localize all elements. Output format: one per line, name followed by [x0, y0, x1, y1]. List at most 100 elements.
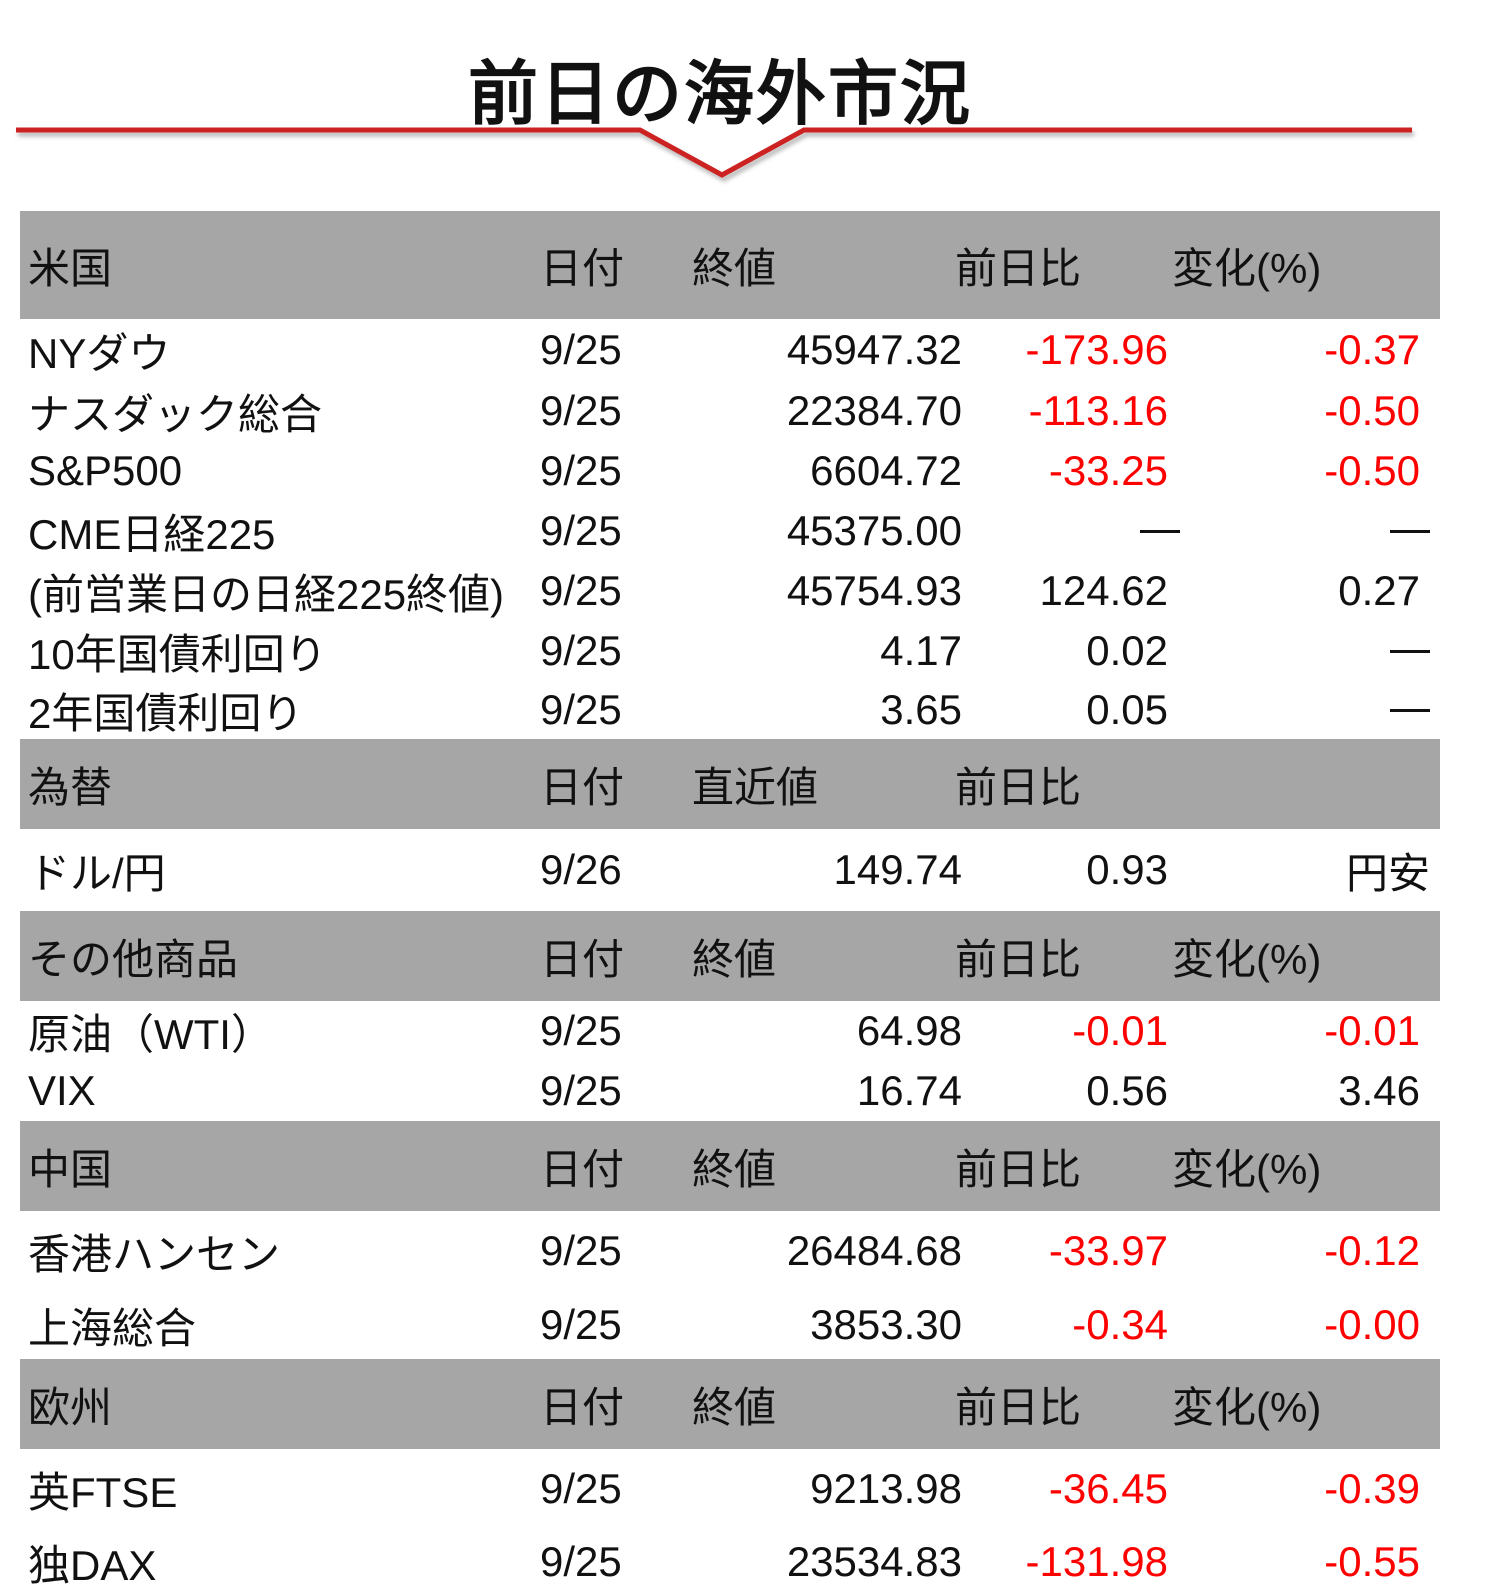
section-header: 欧州 日付 終値 前日比 変化(%)	[20, 1359, 1440, 1449]
section-name: 中国	[28, 1145, 113, 1193]
col-pct-header: 変化(%)	[1172, 1145, 1322, 1193]
row-value: 45375.00	[786, 507, 962, 554]
table-row: 2年国債利回り 9/25 3.65 0.05	[20, 681, 1440, 739]
row-value: 16.74	[856, 1067, 962, 1114]
row-name: (前営業日の日経225終値)	[28, 570, 505, 618]
row-change: 0.93	[1086, 846, 1168, 893]
row-pct: -0.50	[1324, 447, 1420, 494]
col-change-header: 前日比	[955, 244, 1082, 292]
row-pct: -0.50	[1324, 387, 1420, 434]
row-date: 9/25	[540, 627, 622, 674]
table-row: 原油（WTI） 9/25 64.98 -0.01 -0.01	[20, 1001, 1440, 1061]
row-date: 9/25	[540, 447, 622, 494]
row-value: 4.17	[880, 627, 962, 674]
row-change: 0.56	[1086, 1067, 1168, 1114]
row-name: NYダウ	[28, 329, 171, 377]
col-change-header: 前日比	[955, 935, 1082, 983]
dash-mark	[1390, 529, 1430, 533]
table-row: 10年国債利回り 9/25 4.17 0.02	[20, 621, 1440, 681]
dash-mark	[1140, 529, 1180, 533]
row-pct	[1390, 681, 1430, 739]
col-change-header: 前日比	[955, 1383, 1082, 1431]
section-name: その他商品	[28, 935, 239, 983]
table-row: 独DAX 9/25 23534.83 -131.98 -0.55	[20, 1529, 1440, 1595]
row-pct: 3.46	[1338, 1067, 1420, 1114]
row-name: 英FTSE	[28, 1468, 178, 1516]
table-row: 上海総合 9/25 3853.30 -0.34 -0.00	[20, 1291, 1440, 1359]
row-change: -113.16	[1028, 387, 1168, 434]
row-date: 9/25	[540, 1067, 622, 1114]
row-pct: -0.39	[1324, 1465, 1420, 1512]
section-name: 欧州	[28, 1383, 113, 1431]
col-change-header: 前日比	[955, 1145, 1082, 1193]
row-name: ドル/円	[28, 849, 166, 897]
col-value-header: 終値	[692, 1383, 777, 1431]
col-date-header: 日付	[540, 763, 625, 811]
row-name: CME日経225	[28, 510, 276, 558]
row-change: -131.98	[1025, 1538, 1168, 1585]
row-pct: -0.37	[1324, 326, 1420, 373]
row-pct: -0.55	[1324, 1538, 1420, 1585]
row-date: 9/25	[540, 1465, 622, 1512]
row-change: -36.45	[1048, 1465, 1168, 1512]
dash-mark	[1390, 708, 1430, 712]
row-date: 9/25	[540, 567, 622, 614]
row-pct: -0.00	[1324, 1301, 1420, 1348]
row-value: 3853.30	[810, 1301, 962, 1348]
row-pct: -0.01	[1324, 1007, 1420, 1054]
row-date: 9/25	[540, 686, 622, 733]
market-table: 米国 日付 終値 前日比 変化(%) NYダウ 9/25 45947.32 -173.96 -0.…	[20, 211, 1440, 1595]
row-change: -173.96	[1025, 326, 1168, 373]
row-value: 64.98	[856, 1007, 962, 1054]
section-name: 米国	[28, 244, 113, 292]
row-name: 原油（WTI）	[28, 1010, 273, 1058]
row-name: 独DAX	[28, 1541, 157, 1589]
table-row: ナスダック総合 9/25 22384.70 -113.16 -0.50	[20, 381, 1440, 441]
table-row: S&P500 9/25 6604.72 -33.25 -0.50	[20, 441, 1440, 501]
col-value-header: 直近値	[692, 763, 819, 811]
row-value: 45947.32	[786, 326, 962, 373]
row-date: 9/25	[540, 1227, 622, 1274]
row-name: ナスダック総合	[28, 390, 323, 438]
row-pct: 円安	[1345, 849, 1430, 897]
row-date: 9/25	[540, 387, 622, 434]
row-date: 9/25	[540, 1301, 622, 1348]
page-title: 前日の海外市況	[468, 53, 972, 135]
row-name: 上海総合	[28, 1304, 197, 1352]
table-row: 香港ハンセン 9/25 26484.68 -33.97 -0.12	[20, 1211, 1440, 1291]
table-row: NYダウ 9/25 45947.32 -173.96 -0.37	[20, 319, 1440, 381]
col-pct-header: 変化(%)	[1172, 1383, 1322, 1431]
row-change: -0.34	[1072, 1301, 1168, 1348]
table-row: 英FTSE 9/25 9213.98 -36.45 -0.39	[20, 1449, 1440, 1529]
section-name: 為替	[28, 763, 113, 811]
row-value: 9213.98	[810, 1465, 962, 1512]
row-change: 0.05	[1086, 686, 1168, 733]
col-value-header: 終値	[692, 244, 777, 292]
col-change-header: 前日比	[955, 763, 1082, 811]
row-date: 9/25	[540, 326, 622, 373]
section-header: 中国 日付 終値 前日比 変化(%)	[20, 1121, 1440, 1211]
row-change: -0.01	[1072, 1007, 1168, 1054]
row-name: 2年国債利回り	[28, 689, 304, 737]
table-row: ドル/円 9/26 149.74 0.93 円安	[20, 829, 1440, 911]
row-value: 45754.93	[786, 567, 962, 614]
col-value-header: 終値	[692, 1145, 777, 1193]
row-value: 149.74	[833, 846, 962, 893]
row-value: 23534.83	[786, 1538, 962, 1585]
row-name: 10年国債利回り	[28, 630, 327, 678]
dash-mark	[1390, 649, 1430, 653]
table-row: CME日経225 9/25 45375.00	[20, 501, 1440, 561]
col-date-header: 日付	[540, 1145, 625, 1193]
section-header: 米国 日付 終値 前日比 変化(%)	[20, 211, 1440, 319]
row-date: 9/25	[540, 1007, 622, 1054]
row-pct: -0.12	[1324, 1227, 1420, 1274]
col-value-header: 終値	[692, 935, 777, 983]
row-change: 124.62	[1039, 567, 1168, 614]
row-change: -33.97	[1048, 1227, 1168, 1274]
col-date-header: 日付	[540, 1383, 625, 1431]
row-change: -33.25	[1048, 447, 1168, 494]
row-date: 9/25	[540, 507, 622, 554]
section-header: 為替 日付 直近値 前日比	[20, 739, 1440, 829]
row-value: 26484.68	[786, 1227, 962, 1274]
table-row: VIX 9/25 16.74 0.56 3.46	[20, 1061, 1440, 1121]
